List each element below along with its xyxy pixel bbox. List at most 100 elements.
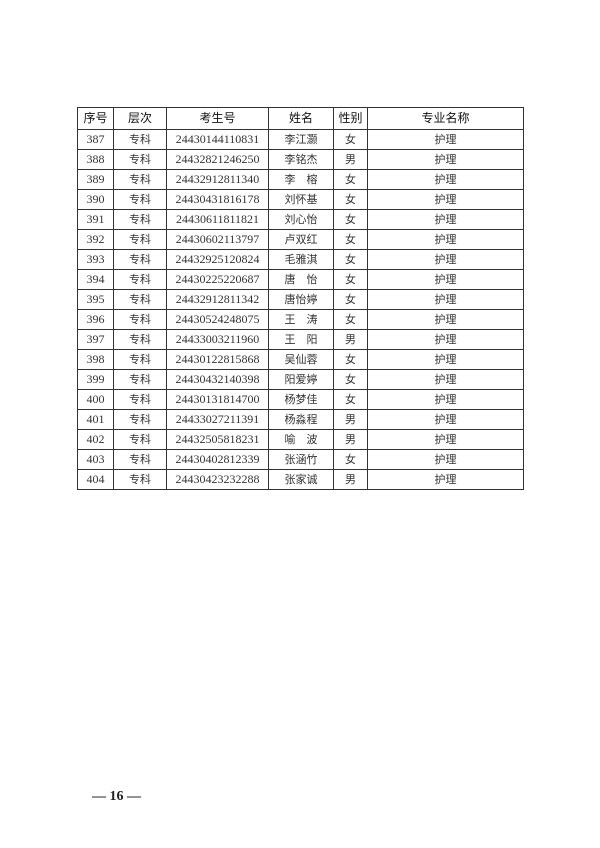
cell-col-level: 专科 <box>113 149 167 170</box>
table-row: 389 专科 24432912811340 李 榕女护理 <box>77 169 524 190</box>
cell-col-exam-id: 24433027211391 <box>166 409 269 430</box>
cell-col-index: 402 <box>77 429 114 450</box>
cell-col-index: 400 <box>77 389 114 410</box>
table-row: 403 专科 24430402812339 张涵竹女护理 <box>77 449 524 470</box>
cell-col-index: 398 <box>77 349 114 370</box>
cell-col-exam-id: 24432505818231 <box>166 429 269 450</box>
cell-col-level: 专科 <box>113 449 167 470</box>
cell-col-exam-id: 24430431816178 <box>166 189 269 210</box>
table-header-row: 序号 层次 考生号 姓名 性别 专业名称 <box>77 107 524 130</box>
cell-col-gender: 男 <box>333 329 368 350</box>
cell-col-level: 专科 <box>113 469 167 490</box>
cell-col-index: 397 <box>77 329 114 350</box>
cell-col-level: 专科 <box>113 209 167 230</box>
table-row: 393 专科 24432925120824 毛雅淇女护理 <box>77 249 524 270</box>
cell-col-name: 唐怡婷 <box>268 289 334 310</box>
table-row: 390 专科 24430431816178 刘怀基女护理 <box>77 189 524 210</box>
cell-col-major: 护理 <box>367 229 524 250</box>
page-number: — 16 — <box>92 789 141 804</box>
cell-col-name: 王 阳 <box>268 329 334 350</box>
cell-col-major: 护理 <box>367 469 524 490</box>
cell-col-major: 护理 <box>367 189 524 210</box>
table-row: 388 专科 24432821246250 李铭杰男护理 <box>77 149 524 170</box>
table-row: 395 专科 24432912811342 唐怡婷女护理 <box>77 289 524 310</box>
cell-col-index: 391 <box>77 209 114 230</box>
cell-col-gender: 男 <box>333 469 368 490</box>
cell-col-index: 388 <box>77 149 114 170</box>
cell-col-major: 护理 <box>367 209 524 230</box>
cell-col-gender: 男 <box>333 149 368 170</box>
header-col-gender: 性别 <box>333 107 368 130</box>
cell-col-name: 吴仙蓉 <box>268 349 334 370</box>
cell-col-name: 李铭杰 <box>268 149 334 170</box>
cell-col-level: 专科 <box>113 389 167 410</box>
cell-col-level: 专科 <box>113 169 167 190</box>
header-col-index: 序号 <box>77 107 114 130</box>
cell-col-gender: 女 <box>333 229 368 250</box>
cell-col-gender: 女 <box>333 289 368 310</box>
cell-col-major: 护理 <box>367 149 524 170</box>
table-row: 392 专科 24430602113797 卢双红女护理 <box>77 229 524 250</box>
cell-col-exam-id: 24430402812339 <box>166 449 269 470</box>
cell-col-exam-id: 24430432140398 <box>166 369 269 390</box>
cell-col-level: 专科 <box>113 249 167 270</box>
cell-col-exam-id: 24432925120824 <box>166 249 269 270</box>
cell-col-name: 李 榕 <box>268 169 334 190</box>
cell-col-exam-id: 24430524248075 <box>166 309 269 330</box>
cell-col-exam-id: 24430225220687 <box>166 269 269 290</box>
cell-col-gender: 女 <box>333 349 368 370</box>
cell-col-index: 401 <box>77 409 114 430</box>
cell-col-major: 护理 <box>367 449 524 470</box>
cell-col-index: 394 <box>77 269 114 290</box>
cell-col-name: 张涵竹 <box>268 449 334 470</box>
cell-col-name: 喻 波 <box>268 429 334 450</box>
cell-col-exam-id: 24430122815868 <box>166 349 269 370</box>
cell-col-level: 专科 <box>113 309 167 330</box>
cell-col-level: 专科 <box>113 369 167 390</box>
cell-col-level: 专科 <box>113 269 167 290</box>
table-row: 398 专科 24430122815868 吴仙蓉女护理 <box>77 349 524 370</box>
cell-col-level: 专科 <box>113 349 167 370</box>
table-row: 400 专科 24430131814700 杨梦佳女护理 <box>77 389 524 410</box>
cell-col-gender: 女 <box>333 189 368 210</box>
cell-col-exam-id: 24432912811340 <box>166 169 269 190</box>
cell-col-level: 专科 <box>113 129 167 150</box>
cell-col-level: 专科 <box>113 409 167 430</box>
table-row: 396 专科 24430524248075 王 涛女护理 <box>77 309 524 330</box>
cell-col-exam-id: 24430144110831 <box>166 129 269 150</box>
cell-col-index: 390 <box>77 189 114 210</box>
cell-col-name: 刘心怡 <box>268 209 334 230</box>
cell-col-major: 护理 <box>367 169 524 190</box>
cell-col-name: 毛雅淇 <box>268 249 334 270</box>
cell-col-exam-id: 24432912811342 <box>166 289 269 310</box>
header-col-exam-id: 考生号 <box>166 107 269 130</box>
admission-list-table: 序号 层次 考生号 姓名 性别 专业名称 387 专科 24430144110831 李江灏女护… <box>77 107 524 490</box>
cell-col-gender: 女 <box>333 129 368 150</box>
cell-col-index: 396 <box>77 309 114 330</box>
cell-col-exam-id: 24432821246250 <box>166 149 269 170</box>
cell-col-major: 护理 <box>367 389 524 410</box>
cell-col-index: 392 <box>77 229 114 250</box>
cell-col-major: 护理 <box>367 429 524 450</box>
cell-col-major: 护理 <box>367 309 524 330</box>
cell-col-gender: 女 <box>333 449 368 470</box>
cell-col-level: 专科 <box>113 429 167 450</box>
cell-col-name: 刘怀基 <box>268 189 334 210</box>
cell-col-name: 张家诚 <box>268 469 334 490</box>
table-row: 402 专科 24432505818231 喻 波男护理 <box>77 429 524 450</box>
cell-col-name: 阳爱婷 <box>268 369 334 390</box>
cell-col-name: 唐 怡 <box>268 269 334 290</box>
cell-col-major: 护理 <box>367 349 524 370</box>
header-col-name: 姓名 <box>268 107 334 130</box>
header-col-level: 层次 <box>113 107 167 130</box>
cell-col-gender: 女 <box>333 169 368 190</box>
cell-col-name: 杨淼程 <box>268 409 334 430</box>
cell-col-index: 389 <box>77 169 114 190</box>
cell-col-major: 护理 <box>367 369 524 390</box>
cell-col-exam-id: 24430602113797 <box>166 229 269 250</box>
table-row: 404 专科 24430423232288 张家诚男护理 <box>77 469 524 490</box>
cell-col-level: 专科 <box>113 329 167 350</box>
table-row: 401 专科 24433027211391 杨淼程男护理 <box>77 409 524 430</box>
cell-col-major: 护理 <box>367 129 524 150</box>
cell-col-major: 护理 <box>367 269 524 290</box>
